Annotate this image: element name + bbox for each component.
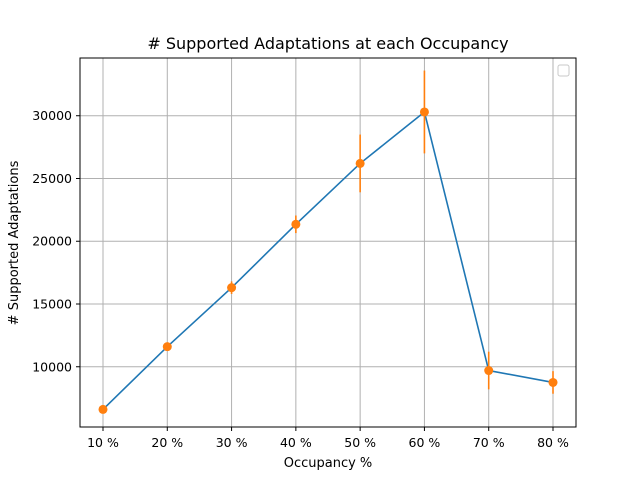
chart-title: # Supported Adaptations at each Occupanc… <box>147 34 508 53</box>
x-tick-label: 20 % <box>151 435 183 450</box>
data-point <box>162 342 172 352</box>
x-tick-label: 80 % <box>537 435 569 450</box>
legend-box <box>557 64 570 77</box>
x-axis-label: Occupancy % <box>284 456 373 471</box>
x-tick-label: 40 % <box>280 435 312 450</box>
x-tick-label: 10 % <box>87 435 119 450</box>
y-tick-label: 30000 <box>32 108 72 123</box>
data-point <box>291 219 301 229</box>
data-point <box>548 377 558 387</box>
data-point <box>98 404 108 414</box>
x-tick-label: 50 % <box>344 435 376 450</box>
x-tick-label: 70 % <box>473 435 505 450</box>
y-tick-label: 15000 <box>32 297 72 312</box>
data-point <box>484 366 494 376</box>
data-point <box>419 107 429 117</box>
grid <box>80 58 576 427</box>
y-tick-label: 20000 <box>32 234 72 249</box>
data-point <box>355 158 365 168</box>
y-tick-label: 10000 <box>32 359 72 374</box>
y-axis-label: # Supported Adaptations <box>7 160 22 325</box>
series <box>98 70 558 414</box>
x-tick-label: 30 % <box>216 435 248 450</box>
plot-area <box>79 57 577 428</box>
data-point <box>227 283 237 293</box>
y-tick-label: 25000 <box>32 171 72 186</box>
ticks: 10 % 20 % 30 % 40 % 50 % 60 % 70 % 80 % 10000 150… <box>32 108 569 450</box>
series-line <box>102 110 554 411</box>
x-tick-label: 60 % <box>409 435 441 450</box>
